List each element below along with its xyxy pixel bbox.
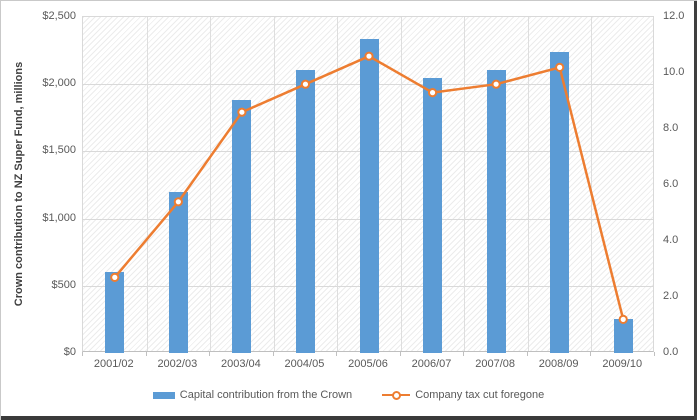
open-circle-marker-icon: [392, 390, 402, 400]
data-point-marker: [618, 314, 628, 324]
x-axis-category-label: 2008/09: [538, 358, 579, 370]
legend-item-line-series: Company tax cut foregone: [382, 389, 544, 401]
line-series: [110, 51, 628, 324]
x-axis-category-label: 2004/05: [284, 358, 325, 370]
data-point-marker: [237, 107, 247, 117]
vertical-gridline: [527, 17, 529, 351]
vertical-gridline: [146, 17, 148, 351]
left-axis-tick-label: $1,000: [42, 211, 76, 224]
x-axis-tick-mark: [526, 352, 528, 356]
right-axis-tick-label: 10.0: [663, 66, 685, 78]
right-axis-tick-label: 0.0: [663, 346, 679, 358]
right-axis-tick-label: 2.0: [663, 290, 679, 302]
bar-2003/04: [232, 100, 252, 353]
legend: Capital contribution from the Crown Comp…: [0, 386, 697, 404]
data-point-marker: [491, 79, 501, 89]
plot-area: [82, 16, 654, 353]
line-series-path: [113, 54, 625, 320]
bar-2005/06: [359, 38, 379, 353]
vertical-gridline: [210, 17, 212, 351]
bar-2008/09: [550, 51, 570, 353]
left-axis-tick-label: $500: [51, 278, 76, 291]
x-axis-tick-mark: [654, 352, 655, 356]
left-axis-tick-label: $0: [63, 346, 76, 358]
right-axis-tick-label: 12.0: [663, 10, 685, 22]
x-axis-tick-mark: [272, 352, 274, 356]
right-axis-tick-label: 4.0: [663, 234, 679, 246]
vertical-gridline: [273, 17, 275, 351]
x-axis-category-label: 2003/04: [221, 358, 261, 370]
vertical-gridline: [464, 17, 466, 351]
x-axis-tick-mark: [590, 352, 592, 356]
x-axis-tick-mark: [209, 352, 211, 356]
line-series-marker-sample: [382, 390, 411, 400]
bar-series-swatch: [152, 391, 175, 399]
vertical-gridline: [400, 17, 402, 351]
data-point-marker: [300, 79, 311, 89]
right-axis-tick-label: 6.0: [663, 178, 679, 190]
bar-2006/07: [423, 77, 443, 353]
legend-item-bar-series: Capital contribution from the Crown: [152, 389, 353, 401]
data-point-marker: [173, 197, 183, 207]
x-axis-tick-mark: [336, 352, 338, 356]
vertical-gridline: [337, 17, 339, 351]
bar-2002/03: [168, 191, 188, 353]
x-axis-category-label: 2007/08: [475, 358, 515, 370]
x-axis-tick-mark: [463, 352, 465, 356]
x-axis-category-label: 2006/07: [411, 358, 452, 370]
x-axis-category-label: 2005/06: [348, 358, 388, 370]
x-axis-category-label: 2002/03: [157, 358, 198, 370]
x-axis-tick-mark: [399, 352, 401, 356]
x-axis-category-label: 2009/10: [602, 358, 643, 370]
x-axis-tick-mark: [82, 352, 83, 356]
data-point-marker: [555, 62, 565, 73]
legend-label-bar-series: Capital contribution from the Crown: [179, 389, 353, 401]
legend-label-line-series: Company tax cut foregone: [415, 389, 545, 401]
x-axis-tick-mark: [145, 352, 147, 356]
bar-2004/05: [295, 69, 315, 353]
right-axis-tick-label: 8.0: [663, 122, 679, 134]
left-axis-tick-label: $2,500: [42, 10, 76, 22]
left-axis-tick-label: $2,000: [42, 77, 76, 90]
bar-2007/08: [486, 70, 506, 353]
vertical-gridline: [591, 17, 593, 351]
bar-2001/02: [105, 272, 125, 353]
x-axis-category-label: 2001/02: [93, 358, 134, 370]
bar-2009/10: [613, 319, 633, 353]
data-point-marker: [110, 272, 120, 282]
left-axis-tick-label: $1,500: [42, 144, 76, 157]
data-point-marker: [364, 51, 374, 61]
data-point-marker: [427, 88, 438, 98]
